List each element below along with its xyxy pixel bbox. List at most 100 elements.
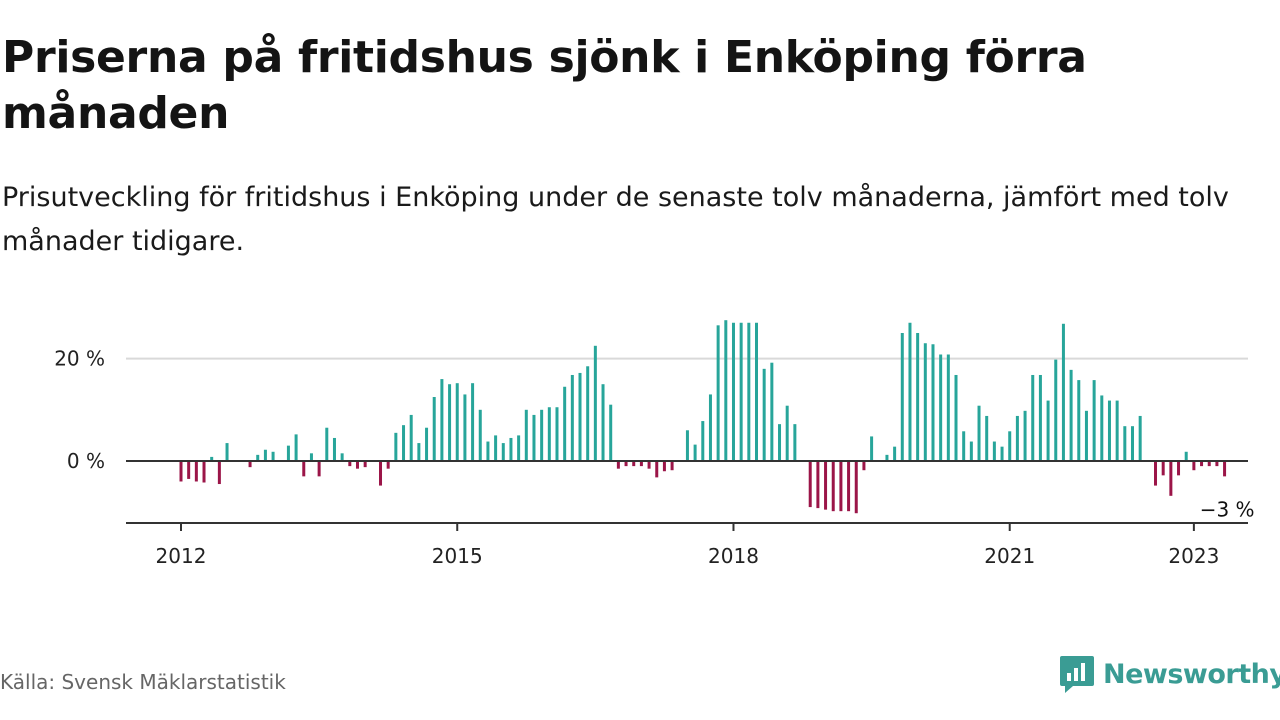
- bar: [693, 444, 697, 461]
- y-axis-labels: 0 % 20 %: [54, 347, 105, 473]
- bar: [716, 325, 720, 461]
- bar: [225, 443, 229, 461]
- bar: [486, 441, 490, 461]
- bar: [578, 372, 582, 461]
- bar: [1092, 380, 1096, 461]
- bar: [1107, 400, 1111, 461]
- bar: [348, 461, 352, 467]
- bar: [670, 461, 674, 471]
- bar: [900, 333, 904, 461]
- bar: [1100, 395, 1104, 461]
- chart-title: Priserna på fritidshus sjönk i Enköping …: [2, 32, 1087, 139]
- bar: [1154, 461, 1158, 486]
- x-tick-label: 2015: [432, 544, 483, 568]
- bar: [739, 322, 743, 461]
- bar: [1184, 451, 1188, 461]
- x-tick-label: 2018: [708, 544, 759, 568]
- bar: [532, 414, 536, 461]
- x-tick-label: 2023: [1168, 544, 1219, 568]
- bar: [977, 405, 981, 461]
- bar: [463, 394, 467, 461]
- bar: [639, 461, 643, 467]
- bar: [471, 383, 475, 461]
- bar: [286, 445, 290, 461]
- bar: [547, 407, 551, 461]
- bar: [1115, 400, 1119, 461]
- bar: [616, 461, 620, 469]
- bar: [563, 386, 567, 461]
- bar: [248, 461, 252, 468]
- bar: [1223, 461, 1227, 477]
- bar: [701, 421, 705, 461]
- bar: [778, 424, 782, 461]
- bar: [908, 322, 912, 461]
- bar-chart-icon: [1060, 656, 1094, 693]
- bar: [409, 414, 413, 461]
- bar: [785, 405, 789, 461]
- bar: [524, 409, 528, 461]
- bar: [1077, 380, 1081, 461]
- bar: [570, 374, 574, 461]
- chart-subtitle: Prisutveckling för fritidshus i Enköping…: [2, 182, 1229, 257]
- bar: [494, 435, 498, 461]
- bar: [202, 461, 206, 483]
- bar: [862, 461, 866, 471]
- bar: [969, 441, 973, 461]
- bar: [593, 345, 597, 461]
- bar: [893, 446, 897, 461]
- bar: [179, 461, 183, 482]
- bar: [355, 461, 359, 469]
- bar: [954, 374, 958, 461]
- bar: [586, 366, 590, 461]
- bar: [317, 461, 321, 477]
- bar: [263, 449, 267, 461]
- bar: [194, 461, 198, 482]
- x-axis-labels: 2012 2015 2018 2021 2023: [156, 544, 1220, 568]
- bar: [647, 461, 651, 469]
- source-note: Källa: Svensk Mäklarstatistik: [0, 670, 286, 694]
- bar: [302, 461, 306, 477]
- bar: [1023, 410, 1027, 461]
- bar: [425, 427, 429, 461]
- bar: [402, 425, 406, 461]
- bar: [386, 461, 390, 469]
- bar: [655, 461, 659, 478]
- bar: [609, 404, 613, 461]
- axes: [126, 460, 1248, 531]
- brand-logo[interactable]: Newsworthy: [1059, 654, 1280, 694]
- bar: [1130, 426, 1134, 461]
- bar: [509, 437, 513, 461]
- bar: [816, 461, 820, 509]
- bar: [1123, 426, 1127, 461]
- bar: [448, 384, 452, 461]
- bar: [685, 430, 689, 461]
- bar: [332, 437, 336, 461]
- bar: [440, 379, 444, 461]
- bar: [916, 333, 920, 461]
- bar: [1215, 461, 1219, 467]
- bar: [824, 461, 828, 510]
- bar: [985, 415, 989, 461]
- bar: [724, 320, 728, 461]
- bar: [540, 409, 544, 461]
- bar: [501, 443, 505, 461]
- bar: [731, 322, 735, 461]
- brand-name: Newsworthy: [1103, 658, 1280, 690]
- bar: [839, 461, 843, 512]
- bar: [1084, 410, 1088, 461]
- bar: [708, 394, 712, 461]
- bar: [1054, 359, 1058, 461]
- x-tick-label: 2021: [984, 544, 1035, 568]
- bar: [1015, 415, 1019, 461]
- bar: [747, 322, 751, 461]
- bar: [601, 384, 605, 461]
- bar: [939, 354, 943, 461]
- bar: [923, 343, 927, 461]
- bar: [831, 461, 835, 512]
- y-tick-label: 0 %: [67, 449, 105, 473]
- bar: [379, 461, 383, 486]
- bar: [271, 451, 275, 461]
- bar: [217, 461, 221, 485]
- bar: [1177, 461, 1181, 476]
- bar-chart: 0 % 20 % 2012 2015 2018 2021 2023 −3 %: [54, 320, 1255, 568]
